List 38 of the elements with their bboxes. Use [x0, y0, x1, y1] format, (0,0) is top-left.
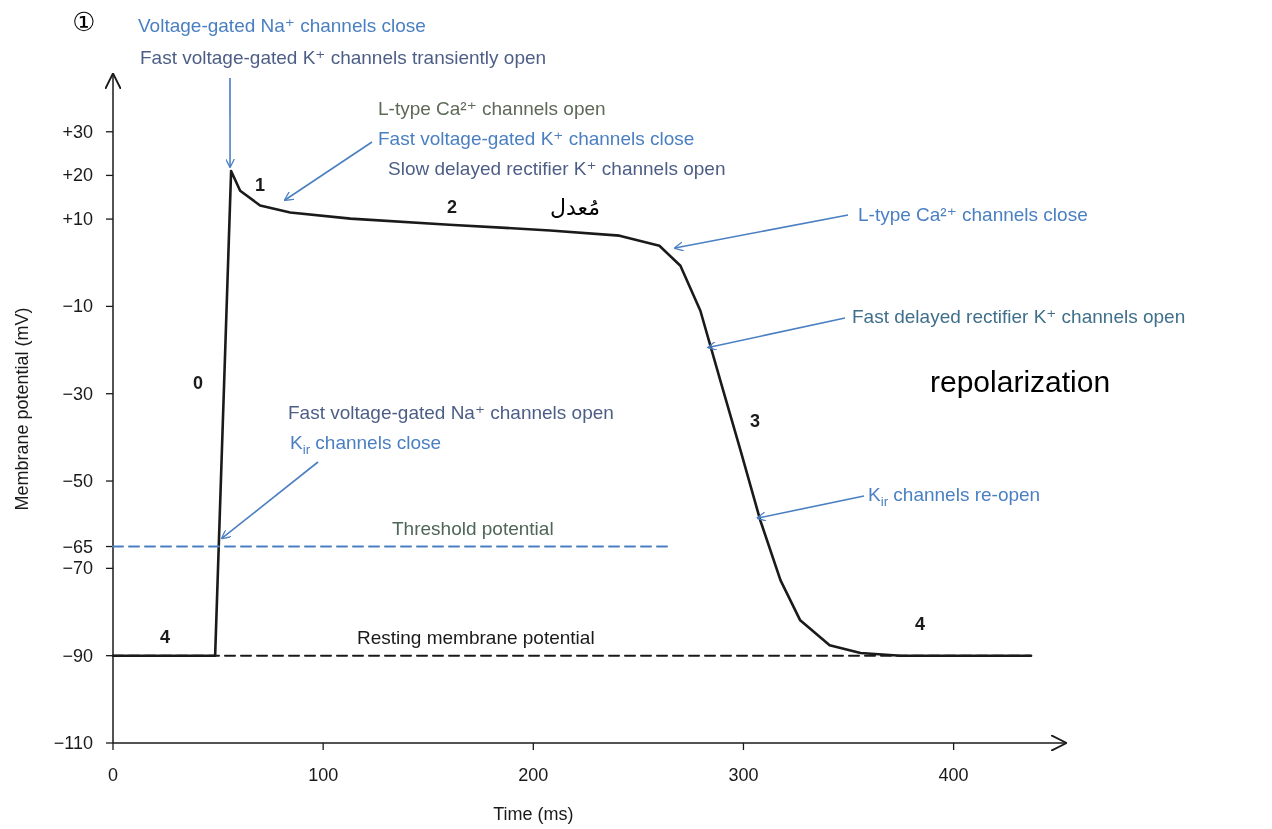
y-tick-label: +10 — [62, 209, 93, 230]
annotation: Slow delayed rectifier K⁺ channels open — [388, 158, 726, 179]
annotation: 4 — [159, 627, 171, 647]
annotation: 0 — [192, 373, 204, 393]
annotation: 2 — [446, 197, 458, 217]
y-tick-label: +30 — [62, 121, 93, 142]
y-tick-label: −50 — [62, 471, 93, 492]
annotation: 3 — [749, 411, 761, 431]
annotation: Fast voltage-gated K⁺ channels close — [378, 128, 695, 149]
annotation: Fast voltage-gated Na⁺ channels open — [288, 402, 614, 423]
x-tick-label: 400 — [938, 765, 969, 785]
x-tick-label: 0 — [107, 765, 119, 785]
y-tick-label: −70 — [62, 558, 93, 579]
y-axis-title: Membrane potential (mV) — [12, 307, 32, 511]
x-tick-label: 100 — [308, 765, 339, 785]
x-tick-label: 200 — [518, 765, 549, 785]
annotation: 4 — [914, 614, 926, 634]
annotation: Resting membrane potential — [357, 627, 595, 648]
annotation: K$_{ir}$ channels close — [290, 432, 442, 457]
text: ① — [72, 7, 96, 37]
annotation: Fast voltage-gated K⁺ channels transiently open — [140, 47, 547, 68]
y-tick-label: −110 — [53, 733, 93, 753]
text: Voltage-gated Na⁺ channels close — [138, 15, 426, 36]
y-tick-label: +20 — [62, 165, 93, 186]
x-tick-label: 300 — [728, 765, 759, 785]
annotation: K$_{ir}$ channels re-open — [868, 484, 1041, 509]
annotation: Threshold potential — [392, 518, 554, 539]
annotation: L-type Ca²⁺ channels open — [378, 98, 606, 119]
y-tick-label: −10 — [62, 296, 93, 317]
x-axis-title: Time (ms) — [493, 804, 574, 824]
annotation: L-type Ca²⁺ channels close — [858, 204, 1088, 225]
annotation: repolarization — [930, 365, 1111, 398]
y-tick-label: −65 — [62, 536, 93, 557]
annotation: مُعدل — [550, 195, 600, 220]
y-tick-label: −90 — [62, 645, 93, 666]
y-tick-label: −30 — [62, 383, 93, 404]
annotation: Fast delayed rectifier K⁺ channels open — [852, 306, 1186, 327]
annotation: 1 — [254, 175, 266, 195]
